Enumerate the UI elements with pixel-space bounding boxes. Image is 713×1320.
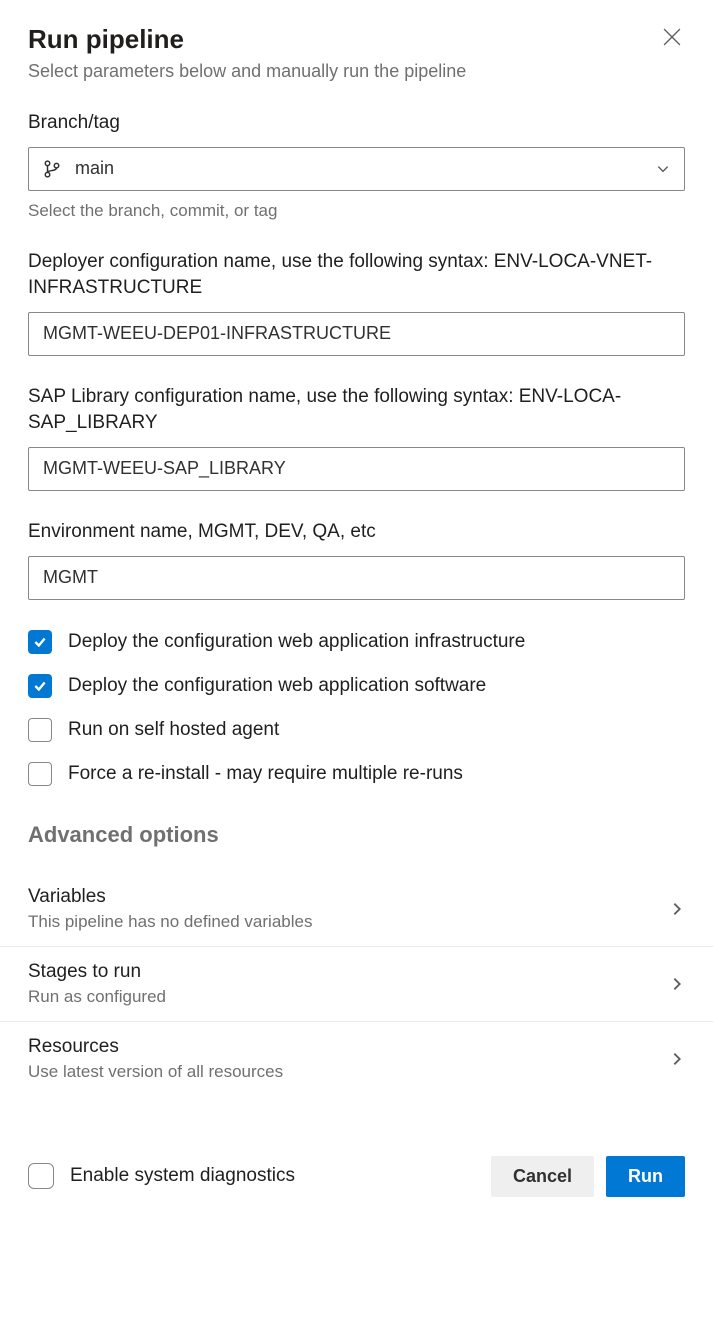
close-button[interactable] (659, 24, 685, 53)
advanced-row-text: Variables This pipeline has no defined v… (28, 886, 669, 932)
check-icon (33, 635, 47, 649)
checkbox-label: Deploy the configuration web application… (68, 675, 486, 697)
footer-buttons: Cancel Run (491, 1156, 685, 1197)
advanced-row-sub: Run as configured (28, 987, 669, 1007)
advanced-row-variables[interactable]: Variables This pipeline has no defined v… (0, 872, 713, 947)
panel-title: Run pipeline (28, 24, 184, 55)
run-pipeline-panel: Run pipeline Select parameters below and… (0, 0, 713, 1221)
checkbox-label: Enable system diagnostics (70, 1165, 295, 1187)
deployer-field-group: Deployer configuration name, use the fol… (28, 249, 685, 356)
env-field-group: Environment name, MGMT, DEV, QA, etc (28, 519, 685, 600)
checkbox-self-hosted[interactable] (28, 718, 52, 742)
advanced-row-sub: Use latest version of all resources (28, 1062, 669, 1082)
branch-value: main (75, 158, 656, 179)
checkbox-deploy-software[interactable] (28, 674, 52, 698)
branch-icon (43, 160, 61, 178)
chevron-down-icon (656, 162, 670, 176)
deployer-input[interactable] (28, 312, 685, 356)
env-input[interactable] (28, 556, 685, 600)
checkbox-row-deploy-infra[interactable]: Deploy the configuration web application… (28, 630, 685, 654)
checkbox-row-self-hosted[interactable]: Run on self hosted agent (28, 718, 685, 742)
checkbox-label: Force a re-install - may require multipl… (68, 763, 463, 785)
panel-footer: Enable system diagnostics Cancel Run (28, 1156, 685, 1197)
chevron-right-icon (669, 901, 685, 917)
library-input[interactable] (28, 447, 685, 491)
library-label: SAP Library configuration name, use the … (28, 384, 685, 437)
close-icon (663, 28, 681, 46)
branch-field-group: Branch/tag main Select the branch, commi… (28, 110, 685, 221)
checkbox-label: Deploy the configuration web application… (68, 631, 525, 653)
advanced-options-list: Variables This pipeline has no defined v… (28, 872, 685, 1096)
checkbox-label: Run on self hosted agent (68, 719, 279, 741)
library-field-group: SAP Library configuration name, use the … (28, 384, 685, 491)
checkbox-row-diagnostics[interactable]: Enable system diagnostics (28, 1163, 295, 1189)
advanced-row-title: Variables (28, 886, 669, 908)
branch-help-text: Select the branch, commit, or tag (28, 201, 685, 221)
advanced-row-text: Stages to run Run as configured (28, 961, 669, 1007)
advanced-row-sub: This pipeline has no defined variables (28, 912, 669, 932)
checkbox-row-force-reinstall[interactable]: Force a re-install - may require multipl… (28, 762, 685, 786)
checkbox-diagnostics[interactable] (28, 1163, 54, 1189)
branch-dropdown[interactable]: main (28, 147, 685, 191)
advanced-row-stages[interactable]: Stages to run Run as configured (0, 947, 713, 1022)
env-label: Environment name, MGMT, DEV, QA, etc (28, 519, 685, 546)
chevron-right-icon (669, 976, 685, 992)
chevron-right-icon (669, 1051, 685, 1067)
check-icon (33, 679, 47, 693)
deployer-label: Deployer configuration name, use the fol… (28, 249, 685, 302)
advanced-options-heading: Advanced options (28, 822, 685, 848)
panel-header: Run pipeline (28, 24, 685, 55)
advanced-row-resources[interactable]: Resources Use latest version of all reso… (0, 1022, 713, 1096)
branch-label: Branch/tag (28, 110, 685, 137)
advanced-row-title: Resources (28, 1036, 669, 1058)
cancel-button[interactable]: Cancel (491, 1156, 594, 1197)
checkbox-row-deploy-software[interactable]: Deploy the configuration web application… (28, 674, 685, 698)
advanced-row-text: Resources Use latest version of all reso… (28, 1036, 669, 1082)
checkbox-force-reinstall[interactable] (28, 762, 52, 786)
run-button[interactable]: Run (606, 1156, 685, 1197)
advanced-row-title: Stages to run (28, 961, 669, 983)
checkbox-deploy-infra[interactable] (28, 630, 52, 654)
panel-subtitle: Select parameters below and manually run… (28, 61, 685, 82)
